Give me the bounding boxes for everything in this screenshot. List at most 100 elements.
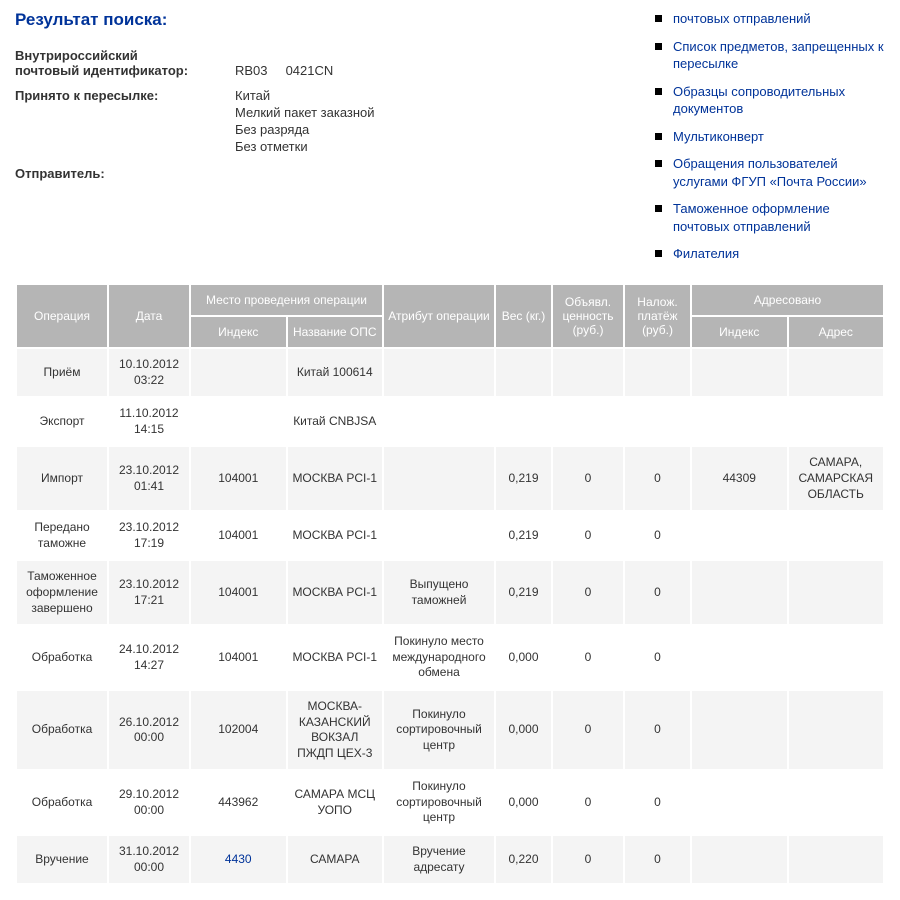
sidebar-link[interactable]: почтовых отправлений (673, 11, 811, 26)
cell-date: 31.10.2012 00:00 (109, 836, 189, 883)
cell-index (191, 398, 286, 445)
cell-weight: 0,219 (496, 447, 551, 510)
th-place-group: Место проведения операции (191, 285, 382, 315)
cell-weight (496, 349, 551, 396)
cell-operation: Приём (17, 349, 107, 396)
cell-declared: 0 (553, 626, 623, 689)
cell-index: 4430 (191, 836, 286, 883)
cell-date: 23.10.2012 17:19 (109, 512, 189, 559)
cell-index: 104001 (191, 561, 286, 624)
accepted-line: Без разряда (235, 122, 635, 137)
cell-date: 24.10.2012 14:27 (109, 626, 189, 689)
cell-declared: 0 (553, 512, 623, 559)
id-label-line1: Внутрироссийский (15, 48, 235, 63)
accepted-values: КитайМелкий пакет заказнойБез разрядаБез… (235, 88, 635, 156)
cell-addr (789, 512, 884, 559)
th-date: Дата (109, 285, 189, 347)
cell-declared: 0 (553, 836, 623, 883)
th-addressed-group: Адресовано (692, 285, 883, 315)
cell-attr: Покинуло место международного обмена (384, 626, 494, 689)
tracking-table: Операция Дата Место проведения операции … (15, 283, 885, 885)
cell-index: 104001 (191, 626, 286, 689)
cell-index: 102004 (191, 691, 286, 769)
cell-ops: МОСКВА PCI-1 (288, 626, 383, 689)
cell-date: 11.10.2012 14:15 (109, 398, 189, 445)
cell-declared (553, 349, 623, 396)
sidebar-item[interactable]: Мультиконверт (655, 128, 885, 146)
cell-addr-index: 44309 (692, 447, 787, 510)
sidebar-link[interactable]: Образцы сопроводительных документов (673, 84, 845, 117)
cell-cod: 0 (625, 771, 690, 834)
sidebar-item[interactable]: Список предметов, запрещенных к пересылк… (655, 38, 885, 73)
th-weight: Вес (кг.) (496, 285, 551, 347)
table-row: Обработка26.10.2012 00:00102004МОСКВА-КА… (17, 691, 883, 769)
cell-declared: 0 (553, 771, 623, 834)
sidebar-item[interactable]: Таможенное оформление почтовых отправлен… (655, 200, 885, 235)
sidebar-link[interactable]: Таможенное оформление почтовых отправлен… (673, 201, 830, 234)
index-link[interactable]: 4430 (225, 852, 252, 866)
th-declared: Объявл. ценность (руб.) (553, 285, 623, 347)
cell-ops: МОСКВА-КАЗАНСКИЙ ВОКЗАЛ ПЖДП ЦЕХ-3 (288, 691, 383, 769)
sidebar-item[interactable]: Обращения пользователей услугами ФГУП «П… (655, 155, 885, 190)
cell-declared (553, 398, 623, 445)
sidebar-link[interactable]: Мультиконверт (673, 129, 764, 144)
cell-attr (384, 447, 494, 510)
cell-weight: 0,000 (496, 626, 551, 689)
table-row: Приём10.10.2012 03:22Китай 100614 (17, 349, 883, 396)
sender-label: Отправитель: (15, 166, 235, 181)
th-cod: Налож. платёж (руб.) (625, 285, 690, 347)
accepted-label: Принято к пересылке: (15, 88, 235, 156)
sidebar-link[interactable]: Обращения пользователей услугами ФГУП «П… (673, 156, 867, 189)
cell-addr-index (692, 836, 787, 883)
cell-cod: 0 (625, 512, 690, 559)
cell-operation: Вручение (17, 836, 107, 883)
cell-index: 104001 (191, 447, 286, 510)
cell-date: 26.10.2012 00:00 (109, 691, 189, 769)
accepted-line: Без отметки (235, 139, 635, 154)
sidebar-link[interactable]: Список предметов, запрещенных к пересылк… (673, 39, 884, 72)
cell-date: 10.10.2012 03:22 (109, 349, 189, 396)
cell-addr: САМАРА, САМАРСКАЯ ОБЛАСТЬ (789, 447, 884, 510)
cell-addr (789, 691, 884, 769)
sidebar-link[interactable]: Филателия (673, 246, 739, 261)
cell-operation: Обработка (17, 691, 107, 769)
table-row: Таможенное оформление завершено23.10.201… (17, 561, 883, 624)
table-row: Обработка29.10.2012 00:00443962САМАРА МС… (17, 771, 883, 834)
cell-addr (789, 771, 884, 834)
cell-attr: Покинуло сортировочный центр (384, 691, 494, 769)
th-ops-name: Название ОПС (288, 317, 383, 347)
cell-operation: Передано таможне (17, 512, 107, 559)
sidebar-item[interactable]: Образцы сопроводительных документов (655, 83, 885, 118)
sidebar-nav: почтовых отправлений Список предметов, за… (655, 10, 885, 273)
cell-weight (496, 398, 551, 445)
page-title: Результат поиска: (15, 10, 635, 30)
th-index: Индекс (191, 317, 286, 347)
cell-cod: 0 (625, 561, 690, 624)
table-row: Обработка24.10.2012 14:27104001МОСКВА PC… (17, 626, 883, 689)
th-attr: Атрибут операции (384, 285, 494, 347)
sidebar-item[interactable]: почтовых отправлений (655, 10, 885, 28)
cell-weight: 0,219 (496, 561, 551, 624)
cell-declared: 0 (553, 691, 623, 769)
id-label: Внутрироссийский почтовый идентификатор: (15, 48, 235, 78)
cell-addr-index (692, 398, 787, 445)
sidebar-item[interactable]: Филателия (655, 245, 885, 263)
cell-attr (384, 512, 494, 559)
cell-attr: Покинуло сортировочный центр (384, 771, 494, 834)
cell-weight: 0,219 (496, 512, 551, 559)
cell-index: 443962 (191, 771, 286, 834)
cell-declared: 0 (553, 561, 623, 624)
cell-date: 23.10.2012 01:41 (109, 447, 189, 510)
sender-value (235, 166, 635, 181)
cell-attr (384, 398, 494, 445)
cell-weight: 0,000 (496, 771, 551, 834)
cell-ops: САМАРА (288, 836, 383, 883)
table-row: Экспорт11.10.2012 14:15Китай CNBJSA (17, 398, 883, 445)
cell-date: 23.10.2012 17:21 (109, 561, 189, 624)
cell-addr-index (692, 626, 787, 689)
cell-operation: Обработка (17, 771, 107, 834)
cell-attr: Выпущено таможней (384, 561, 494, 624)
cell-addr (789, 561, 884, 624)
table-row: Вручение31.10.2012 00:004430САМАРАВручен… (17, 836, 883, 883)
cell-cod (625, 349, 690, 396)
